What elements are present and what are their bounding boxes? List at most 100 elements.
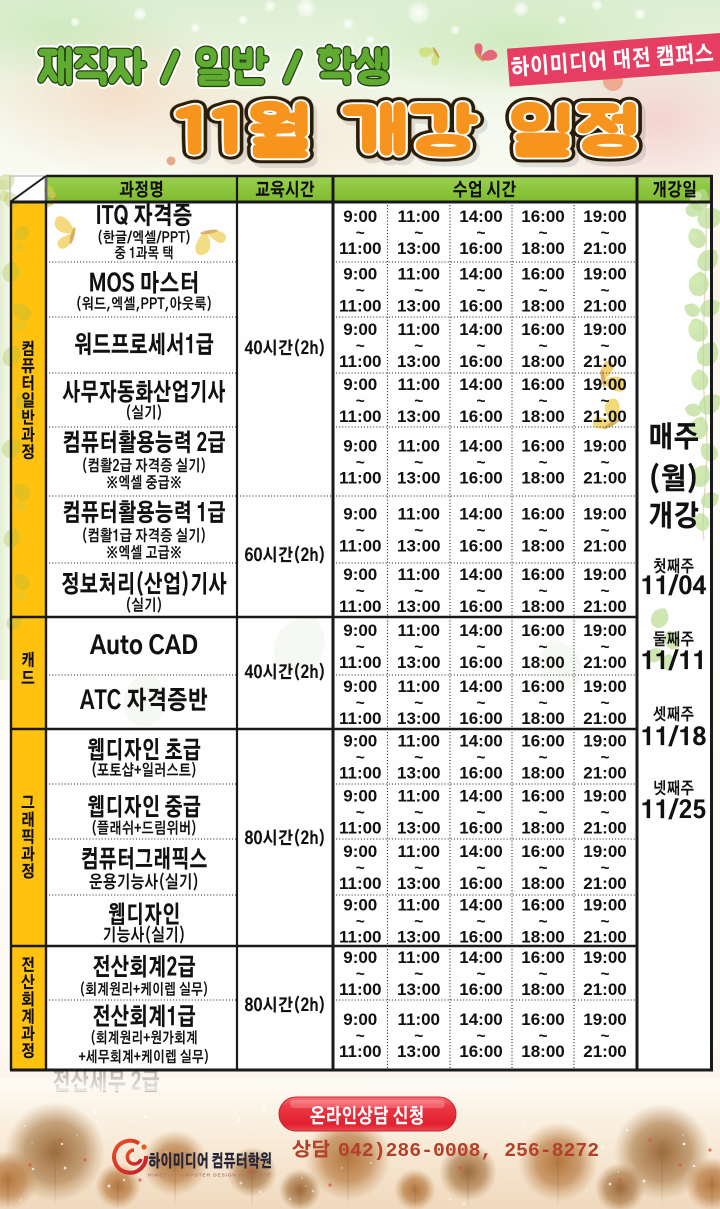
svg-text:14:00: 14:00 [459, 375, 502, 394]
svg-text:~: ~ [538, 583, 547, 600]
svg-text:~: ~ [476, 583, 485, 600]
svg-text:11:00: 11:00 [339, 537, 382, 556]
svg-text:19:00: 19:00 [583, 677, 626, 696]
svg-text:16:00: 16:00 [459, 709, 502, 728]
svg-text:~: ~ [476, 523, 485, 540]
svg-text:16:00: 16:00 [521, 265, 564, 284]
svg-text:11:00: 11:00 [397, 265, 440, 284]
svg-text:~: ~ [600, 914, 609, 931]
svg-text:~: ~ [600, 1028, 609, 1045]
svg-text:11:00: 11:00 [339, 407, 382, 426]
svg-text:9:00: 9:00 [343, 842, 377, 861]
svg-text:21:00: 21:00 [583, 597, 626, 616]
svg-text:9:00: 9:00 [343, 265, 377, 284]
svg-text:~: ~ [476, 225, 485, 242]
svg-text:16:00: 16:00 [459, 819, 502, 838]
svg-text:16:00: 16:00 [459, 352, 502, 371]
svg-text:~: ~ [476, 338, 485, 355]
svg-text:21:00: 21:00 [583, 407, 626, 426]
svg-text:21:00: 21:00 [583, 928, 626, 947]
svg-text:16:00: 16:00 [521, 677, 564, 696]
svg-text:~: ~ [476, 695, 485, 712]
svg-text:13:00: 13:00 [397, 297, 440, 316]
svg-text:16:00: 16:00 [521, 207, 564, 226]
svg-text:~: ~ [356, 455, 365, 472]
svg-text:19:00: 19:00 [583, 732, 626, 751]
svg-text:14:00: 14:00 [459, 896, 502, 915]
svg-text:13:00: 13:00 [397, 407, 440, 426]
svg-text:11:00: 11:00 [339, 709, 382, 728]
svg-text:21:00: 21:00 [583, 764, 626, 783]
svg-text:~: ~ [414, 914, 423, 931]
svg-text:~: ~ [476, 283, 485, 300]
svg-text:19:00: 19:00 [583, 265, 626, 284]
svg-text:~: ~ [538, 750, 547, 767]
svg-text:14:00: 14:00 [459, 437, 502, 456]
svg-text:19:00: 19:00 [583, 375, 626, 394]
svg-text:21:00: 21:00 [583, 469, 626, 488]
svg-text:~: ~ [414, 966, 423, 983]
svg-text:11:00: 11:00 [397, 842, 440, 861]
svg-text:16:00: 16:00 [521, 565, 564, 584]
svg-text:18:00: 18:00 [521, 537, 564, 556]
svg-text:11:00: 11:00 [397, 320, 440, 339]
svg-text:~: ~ [538, 805, 547, 822]
svg-text:~: ~ [600, 750, 609, 767]
svg-text:11:00: 11:00 [339, 1042, 382, 1061]
svg-text:11:00: 11:00 [339, 819, 382, 838]
svg-text:~: ~ [476, 750, 485, 767]
svg-text:21:00: 21:00 [583, 980, 626, 999]
svg-text:9:00: 9:00 [343, 677, 377, 696]
svg-text:11:00: 11:00 [339, 764, 382, 783]
svg-text:11:00: 11:00 [339, 469, 382, 488]
svg-text:13:00: 13:00 [397, 653, 440, 672]
svg-text:19:00: 19:00 [583, 565, 626, 584]
svg-text:11:00: 11:00 [339, 297, 382, 316]
svg-text:9:00: 9:00 [343, 375, 377, 394]
svg-text:11:00: 11:00 [397, 677, 440, 696]
svg-text:~: ~ [538, 338, 547, 355]
svg-text:13:00: 13:00 [397, 819, 440, 838]
svg-text:13:00: 13:00 [397, 597, 440, 616]
svg-text:11:00: 11:00 [397, 565, 440, 584]
svg-text:11:00: 11:00 [339, 928, 382, 947]
svg-text:~: ~ [538, 523, 547, 540]
svg-text:~: ~ [414, 338, 423, 355]
svg-text:16:00: 16:00 [459, 407, 502, 426]
svg-text:14:00: 14:00 [459, 505, 502, 524]
svg-text:18:00: 18:00 [521, 928, 564, 947]
svg-text:~: ~ [600, 583, 609, 600]
svg-text:18:00: 18:00 [521, 653, 564, 672]
svg-text:HIMEDIA COMPUTER DESIGN INSTIT: HIMEDIA COMPUTER DESIGN INSTITUTE [148, 1173, 272, 1179]
svg-text:~: ~ [600, 455, 609, 472]
svg-text:16:00: 16:00 [459, 297, 502, 316]
svg-text:~: ~ [538, 1028, 547, 1045]
svg-text:14:00: 14:00 [459, 677, 502, 696]
svg-text:19:00: 19:00 [583, 320, 626, 339]
svg-text:~: ~ [356, 1028, 365, 1045]
svg-text:19:00: 19:00 [583, 842, 626, 861]
svg-text:9:00: 9:00 [343, 505, 377, 524]
svg-text:16:00: 16:00 [521, 948, 564, 967]
svg-text:11:00: 11:00 [397, 896, 440, 915]
svg-text:18:00: 18:00 [521, 819, 564, 838]
svg-text:~: ~ [414, 523, 423, 540]
svg-text:~: ~ [476, 966, 485, 983]
svg-text:11:00: 11:00 [397, 732, 440, 751]
svg-text:~: ~ [356, 805, 365, 822]
svg-text:21:00: 21:00 [583, 239, 626, 258]
svg-text:~: ~ [356, 914, 365, 931]
svg-text:~: ~ [538, 966, 547, 983]
svg-text:~: ~ [356, 695, 365, 712]
svg-text:16:00: 16:00 [521, 732, 564, 751]
svg-text:~: ~ [356, 338, 365, 355]
svg-text:13:00: 13:00 [397, 709, 440, 728]
svg-text:16:00: 16:00 [459, 597, 502, 616]
svg-text:~: ~ [600, 338, 609, 355]
svg-text:~: ~ [356, 393, 365, 410]
svg-text:21:00: 21:00 [583, 537, 626, 556]
svg-text:~: ~ [414, 283, 423, 300]
svg-text:~: ~ [476, 393, 485, 410]
svg-text:11:00: 11:00 [397, 1010, 440, 1029]
svg-text:14:00: 14:00 [459, 842, 502, 861]
